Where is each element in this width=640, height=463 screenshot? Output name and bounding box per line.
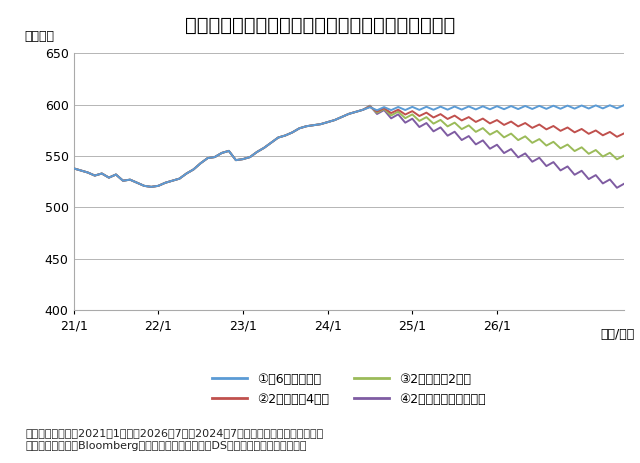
Text: （注）　データは2021年1月から2026年7月。2024年7月以降は仮定に基づく試算。: （注） データは2021年1月から2026年7月。2024年7月以降は仮定に基づ… xyxy=(26,428,324,438)
Text: （兆円）: （兆円） xyxy=(24,30,54,43)
Text: 【図表１：国債買い入れの減額と国債の保有残高】: 【図表１：国債買い入れの減額と国債の保有残高】 xyxy=(185,16,455,35)
Text: （年/月）: （年/月） xyxy=(601,328,635,341)
Legend: ①月6兆円を維持, ②2年後に月4兆円, ③2年後に月2兆円, ④2年後に買い入れゼロ: ①月6兆円を維持, ②2年後に月4兆円, ③2年後に月2兆円, ④2年後に買い入… xyxy=(207,368,491,411)
Text: （出所）　日銀、Bloombergのデータを基に三井住友DSアセットマネジメント作成: （出所） 日銀、Bloombergのデータを基に三井住友DSアセットマネジメント… xyxy=(26,441,307,451)
